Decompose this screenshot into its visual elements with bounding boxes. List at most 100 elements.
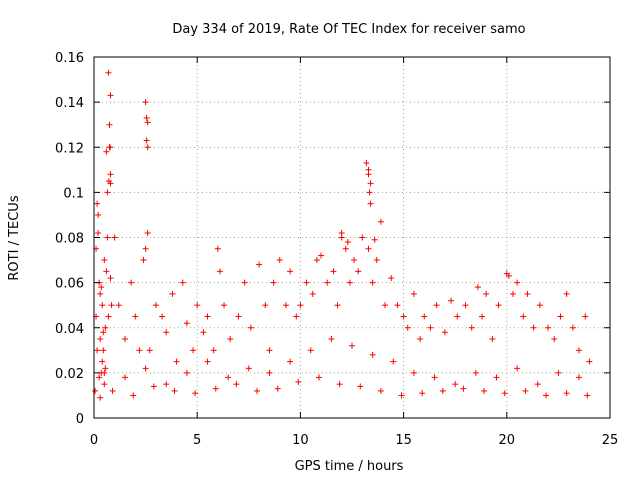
- data-point: [98, 284, 105, 291]
- axis-ticks: [93, 56, 611, 419]
- data-point: [557, 313, 564, 320]
- data-point: [190, 347, 197, 354]
- data-point: [509, 290, 516, 297]
- data-point: [204, 358, 211, 365]
- data-point: [454, 313, 461, 320]
- data-point: [563, 390, 570, 397]
- data-point: [109, 387, 116, 394]
- data-point: [227, 336, 234, 343]
- data-point: [365, 171, 372, 178]
- data-point: [143, 137, 150, 144]
- y-tick-labels: 0 0.02 0.04 0.06 0.08 0.1 0.12 0.14 0.16: [55, 51, 84, 427]
- data-point: [536, 302, 543, 309]
- data-point: [344, 239, 351, 246]
- data-point: [101, 381, 108, 388]
- data-point: [102, 324, 109, 331]
- data-point: [388, 275, 395, 282]
- data-point: [221, 302, 228, 309]
- data-point: [105, 69, 112, 76]
- data-point: [214, 245, 221, 252]
- data-point: [474, 284, 481, 291]
- x-tick-label: 0: [90, 433, 98, 448]
- data-point: [295, 378, 302, 385]
- data-point: [115, 302, 122, 309]
- data-point: [102, 365, 109, 372]
- data-point: [569, 324, 576, 331]
- data-point: [419, 390, 426, 397]
- data-point: [404, 324, 411, 331]
- data-point: [472, 369, 479, 376]
- data-point: [410, 290, 417, 297]
- data-point: [576, 347, 583, 354]
- data-point: [365, 245, 372, 252]
- data-point: [582, 313, 589, 320]
- data-point: [179, 279, 186, 286]
- plot-frame: [93, 56, 611, 419]
- data-point: [433, 302, 440, 309]
- data-point: [309, 290, 316, 297]
- x-tick-label: 20: [499, 433, 516, 448]
- data-point: [103, 268, 110, 275]
- data-point: [563, 290, 570, 297]
- data-point: [107, 275, 114, 282]
- data-point: [274, 385, 281, 392]
- data-point: [551, 336, 558, 343]
- data-point: [163, 329, 170, 336]
- data-point: [479, 313, 486, 320]
- data-point: [262, 302, 269, 309]
- y-tick-label: 0.08: [55, 232, 84, 247]
- data-point: [106, 144, 113, 151]
- data-point: [111, 234, 118, 241]
- data-point: [171, 387, 178, 394]
- data-point: [330, 268, 337, 275]
- data-point: [94, 347, 101, 354]
- data-point: [421, 313, 428, 320]
- data-point: [107, 92, 114, 99]
- data-point: [183, 369, 190, 376]
- data-point: [216, 268, 223, 275]
- data-point: [530, 324, 537, 331]
- data-point: [586, 358, 593, 365]
- data-point: [97, 394, 104, 401]
- data-point: [173, 358, 180, 365]
- data-point: [584, 392, 591, 399]
- data-point: [303, 279, 310, 286]
- grid-lines: [94, 57, 610, 418]
- data-point: [495, 302, 502, 309]
- data-point: [338, 234, 345, 241]
- data-point: [452, 381, 459, 388]
- data-point: [266, 369, 273, 376]
- data-point: [576, 374, 583, 381]
- data-point: [439, 387, 446, 394]
- data-point: [534, 381, 541, 388]
- data-point: [287, 268, 294, 275]
- x-tick-labels: 0 5 10 15 20 25: [90, 433, 618, 448]
- data-point: [441, 329, 448, 336]
- data-point: [104, 234, 111, 241]
- data-point: [390, 358, 397, 365]
- data-point: [448, 297, 455, 304]
- chart-title: Day 334 of 2019, Rate Of TEC Index for r…: [172, 22, 525, 37]
- data-point: [99, 302, 106, 309]
- y-tick-label: 0.14: [55, 96, 84, 111]
- data-point: [95, 211, 102, 218]
- data-points: [92, 69, 593, 401]
- data-point: [233, 381, 240, 388]
- data-point: [245, 365, 252, 372]
- data-point: [481, 387, 488, 394]
- data-point: [366, 189, 373, 196]
- data-point: [212, 385, 219, 392]
- y-tick-label: 0.02: [55, 367, 84, 382]
- data-point: [100, 329, 107, 336]
- data-point: [150, 383, 157, 390]
- data-point: [247, 324, 254, 331]
- data-point: [493, 374, 500, 381]
- data-point: [371, 236, 378, 243]
- x-tick-label: 15: [395, 433, 412, 448]
- data-point: [142, 245, 149, 252]
- data-point: [95, 229, 102, 236]
- data-point: [183, 320, 190, 327]
- data-point: [169, 290, 176, 297]
- data-point: [346, 279, 353, 286]
- x-axis-label: GPS time / hours: [295, 459, 404, 474]
